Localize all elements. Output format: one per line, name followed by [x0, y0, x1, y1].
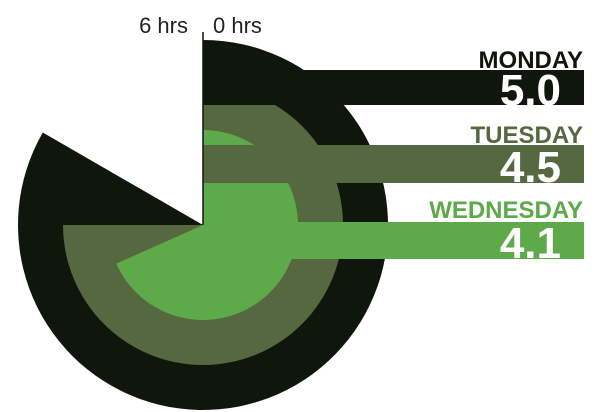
scale-end-label: 6 hrs	[139, 13, 188, 38]
series-name-monday: MONDAY	[479, 47, 583, 74]
series-name-tuesday: TUESDAY	[471, 122, 583, 149]
bars-group	[203, 70, 584, 259]
series-value-tuesday: 4.5	[500, 143, 561, 192]
series-value-monday: 5.0	[500, 66, 561, 115]
series-name-wednesday: WEDNESDAY	[429, 197, 583, 224]
bar-wednesday	[203, 222, 584, 259]
series-value-wednesday: 4.1	[500, 219, 561, 268]
bar-tuesday	[203, 145, 584, 183]
bar-monday	[203, 70, 584, 105]
scale-start-label: 0 hrs	[213, 13, 262, 38]
